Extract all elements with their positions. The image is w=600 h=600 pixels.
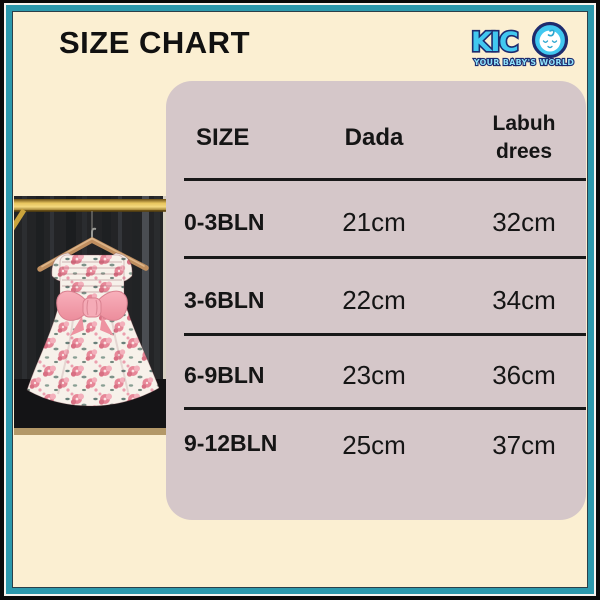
table-row: 3-6BLN 22cm 34cm xyxy=(166,259,586,333)
table-divider xyxy=(184,178,586,181)
table-row: 0-3BLN 21cm 32cm xyxy=(166,181,586,256)
dada-value: 23cm xyxy=(342,360,406,390)
table-divider xyxy=(184,333,586,336)
column-header-labuh-line2: drees xyxy=(495,139,553,163)
dress xyxy=(26,252,160,407)
labuh-value: 36cm xyxy=(492,360,556,390)
dada-value: 25cm xyxy=(342,430,406,460)
column-header-labuh-line1: Labuh xyxy=(492,112,556,136)
floor-edge xyxy=(14,428,171,435)
product-photo xyxy=(14,196,171,435)
baby-face-icon xyxy=(531,21,569,59)
size-chart-table: SIZE Dada Labuh drees 0-3BLN 21cm 32cm 3… xyxy=(166,81,586,520)
column-header-dada: Dada xyxy=(344,123,404,151)
table-row: 9-12BLN 25cm 37cm xyxy=(166,410,586,520)
dada-value: 22cm xyxy=(342,284,406,315)
size-label: 9-12BLN xyxy=(184,430,278,456)
dada-value: 21cm xyxy=(342,207,406,237)
floral-dress-illustration xyxy=(14,196,171,435)
table-header-row: SIZE Dada Labuh drees xyxy=(166,81,586,178)
size-label: 6-9BLN xyxy=(184,362,265,388)
kico-logo-graphic: KIC YOUR BABY'S WORLD xyxy=(469,21,575,68)
page-title: SIZE CHART xyxy=(59,25,250,60)
card-content: SIZE CHART KIC YOUR BABY'S WORLD xyxy=(12,11,588,588)
table-divider xyxy=(184,407,586,410)
labuh-value: 37cm xyxy=(492,430,556,460)
column-header-size: SIZE xyxy=(196,123,250,151)
kico-logo: KIC YOUR BABY'S WORLD xyxy=(469,20,579,70)
card-border-white: SIZE CHART KIC YOUR BABY'S WORLD xyxy=(4,3,596,596)
card-border-teal: SIZE CHART KIC YOUR BABY'S WORLD xyxy=(6,5,594,594)
labuh-value: 34cm xyxy=(492,284,556,315)
size-label: 0-3BLN xyxy=(184,209,265,235)
bow xyxy=(56,290,128,336)
labuh-value: 32cm xyxy=(492,207,556,237)
logo-wordmark: KIC xyxy=(471,27,518,58)
table-row: 6-9BLN 23cm 36cm xyxy=(166,336,586,407)
table-divider xyxy=(184,256,586,259)
column-header-labuh: Labuh drees xyxy=(462,110,586,165)
size-label: 3-6BLN xyxy=(184,286,265,313)
logo-tagline: YOUR BABY'S WORLD xyxy=(473,58,575,67)
